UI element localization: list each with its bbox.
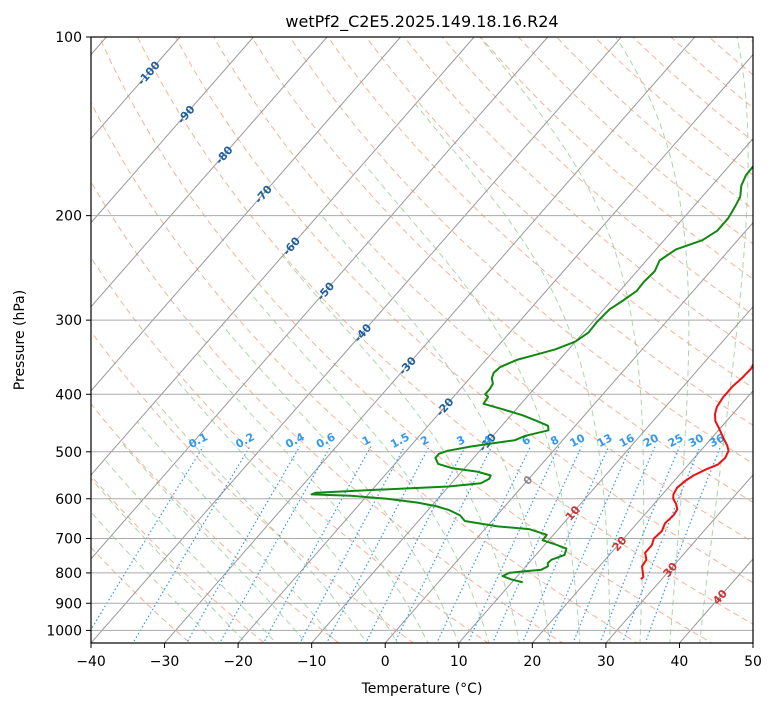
dry-adiabat: [213, 37, 753, 543]
isotherm-line: [91, 37, 475, 476]
mixing-ratio-line: [394, 446, 493, 643]
y-tick-label: 400: [55, 387, 82, 403]
x-tick-label: 20: [523, 654, 541, 670]
dry-adiabat: [91, 101, 639, 643]
moist-adiabat: [364, 164, 581, 643]
moist-adiabat: [120, 440, 307, 643]
sounding-profiles: [310, 164, 753, 584]
moist-adiabat: [104, 459, 277, 643]
mixing-ratio-line: [644, 446, 722, 643]
moist-adiabat: [197, 353, 429, 643]
isotherm-line: [91, 37, 254, 224]
mixing-ratio-label: 16: [617, 431, 637, 450]
moist-adiabat: [249, 292, 490, 643]
mixing-ratio-line: [621, 446, 701, 643]
isotherm-line: [91, 37, 622, 643]
x-tick-label: 30: [597, 654, 615, 670]
dry-adiabat: [251, 37, 753, 503]
dry-adiabat: [136, 37, 753, 625]
moist-adiabat: [699, 37, 749, 643]
x-tick-label: 40: [671, 654, 689, 670]
moist-adiabat: [415, 104, 611, 643]
mixing-ratio-line: [365, 446, 466, 643]
x-tick-label: −20: [223, 654, 253, 670]
mixing-ratio-label: 13: [595, 431, 615, 450]
mixing-ratio-line: [572, 446, 656, 643]
moist-adiabat: [221, 324, 460, 643]
dewpoint-profile: [310, 164, 753, 584]
moist-adiabat: [155, 401, 368, 643]
mixing-ratio-line: [436, 446, 532, 643]
x-tick-label: −10: [297, 654, 327, 670]
y-tick-label: 600: [55, 492, 82, 508]
y-tick-label: 200: [55, 209, 82, 225]
moist-adiabat: [176, 379, 398, 643]
mixing-ratio-line: [599, 446, 681, 643]
isotherm-line: [91, 37, 549, 560]
x-axis-ticks: −40 −30 −20 −10 0 10 20 30 40 50: [76, 643, 762, 670]
dry-adiabat: [91, 474, 266, 643]
mixing-ratio-labels: 0.1 0.2 0.4 0.6 1 1.5 2 3 4 6 8 10 13 16 20 25 30 36: [187, 430, 727, 451]
temperature-profile: [640, 362, 753, 580]
y-tick-label: 300: [55, 313, 82, 329]
dry-adiabat: [91, 330, 415, 643]
moist-adiabat: [91, 511, 217, 643]
isotherm-line: [237, 53, 753, 643]
moist-adiabat: [282, 255, 520, 643]
x-tick-label: 50: [744, 654, 762, 670]
chart-title: wetPf2_C2E5.2025.149.18.16.R24: [285, 12, 558, 32]
x-tick-label: 10: [450, 654, 468, 670]
y-tick-label: 900: [55, 596, 82, 612]
isotherm-line: [91, 37, 401, 392]
dry-adiabat: [175, 37, 753, 584]
x-tick-label: −40: [76, 654, 106, 670]
isotherm-line: [91, 37, 328, 308]
dry-adiabat: [441, 37, 753, 316]
x-tick-label: −30: [150, 654, 180, 670]
mixing-ratio-label: 25: [666, 431, 686, 450]
mixing-ratio-label: 30: [686, 431, 706, 450]
moist-adiabat: [479, 37, 645, 643]
y-axis-ticks: 100 200 300 400 500 600 700 800 900 1000: [46, 30, 91, 639]
background-lines: [91, 37, 753, 643]
dry-adiabat: [98, 37, 713, 643]
y-tick-label: 700: [55, 532, 82, 548]
y-tick-label: 1000: [46, 623, 82, 639]
mixing-ratio-label: 20: [641, 431, 661, 450]
isotherm-line: [384, 221, 753, 643]
x-axis-label: Temperature (°C): [361, 681, 483, 697]
y-axis-label: Pressure (hPa): [12, 290, 28, 390]
dry-adiabat: [91, 546, 191, 643]
isotherm-line: [531, 390, 753, 643]
moist-adiabat: [615, 37, 690, 643]
y-tick-label: 500: [55, 445, 82, 461]
y-tick-label: 800: [55, 566, 82, 582]
plot-frame: [90, 36, 754, 644]
mixing-ratio-label: 10: [568, 431, 588, 450]
dry-adiabat: [403, 37, 753, 352]
isotherm-line: [164, 37, 696, 643]
x-tick-label: 0: [381, 654, 390, 670]
isotherm-line: [605, 474, 753, 643]
y-tick-label: 100: [55, 30, 82, 46]
moist-adiabat: [91, 477, 247, 643]
dry-adiabat: [91, 180, 564, 643]
